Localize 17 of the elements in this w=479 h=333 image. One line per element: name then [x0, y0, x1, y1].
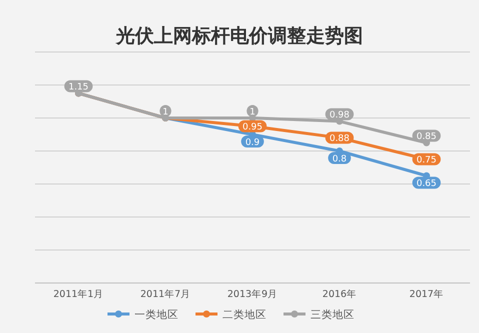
data-label: 0.65	[416, 179, 437, 190]
data-label: 1.15	[68, 82, 89, 93]
legend-label: 一类地区	[134, 308, 178, 321]
data-label: 0.8	[332, 154, 347, 164]
x-tick-label: 2017年	[409, 288, 444, 300]
x-tick-label: 2011年1月	[53, 288, 104, 300]
x-tick-label: 2011年7月	[140, 288, 191, 300]
chart-title: 光伏上网标杆电价调整走势图	[115, 25, 363, 47]
legend-label: 三类地区	[310, 308, 354, 321]
data-label: 1	[162, 107, 168, 118]
x-tick-label: 2013年9月	[227, 288, 278, 300]
data-label: 0.85	[416, 132, 437, 142]
data-label: 0.98	[329, 110, 350, 121]
legend-label: 二类地区	[222, 308, 266, 321]
data-label: 1	[250, 107, 256, 118]
data-label: 0.9	[245, 138, 260, 148]
x-tick-label: 2016年	[322, 288, 357, 300]
